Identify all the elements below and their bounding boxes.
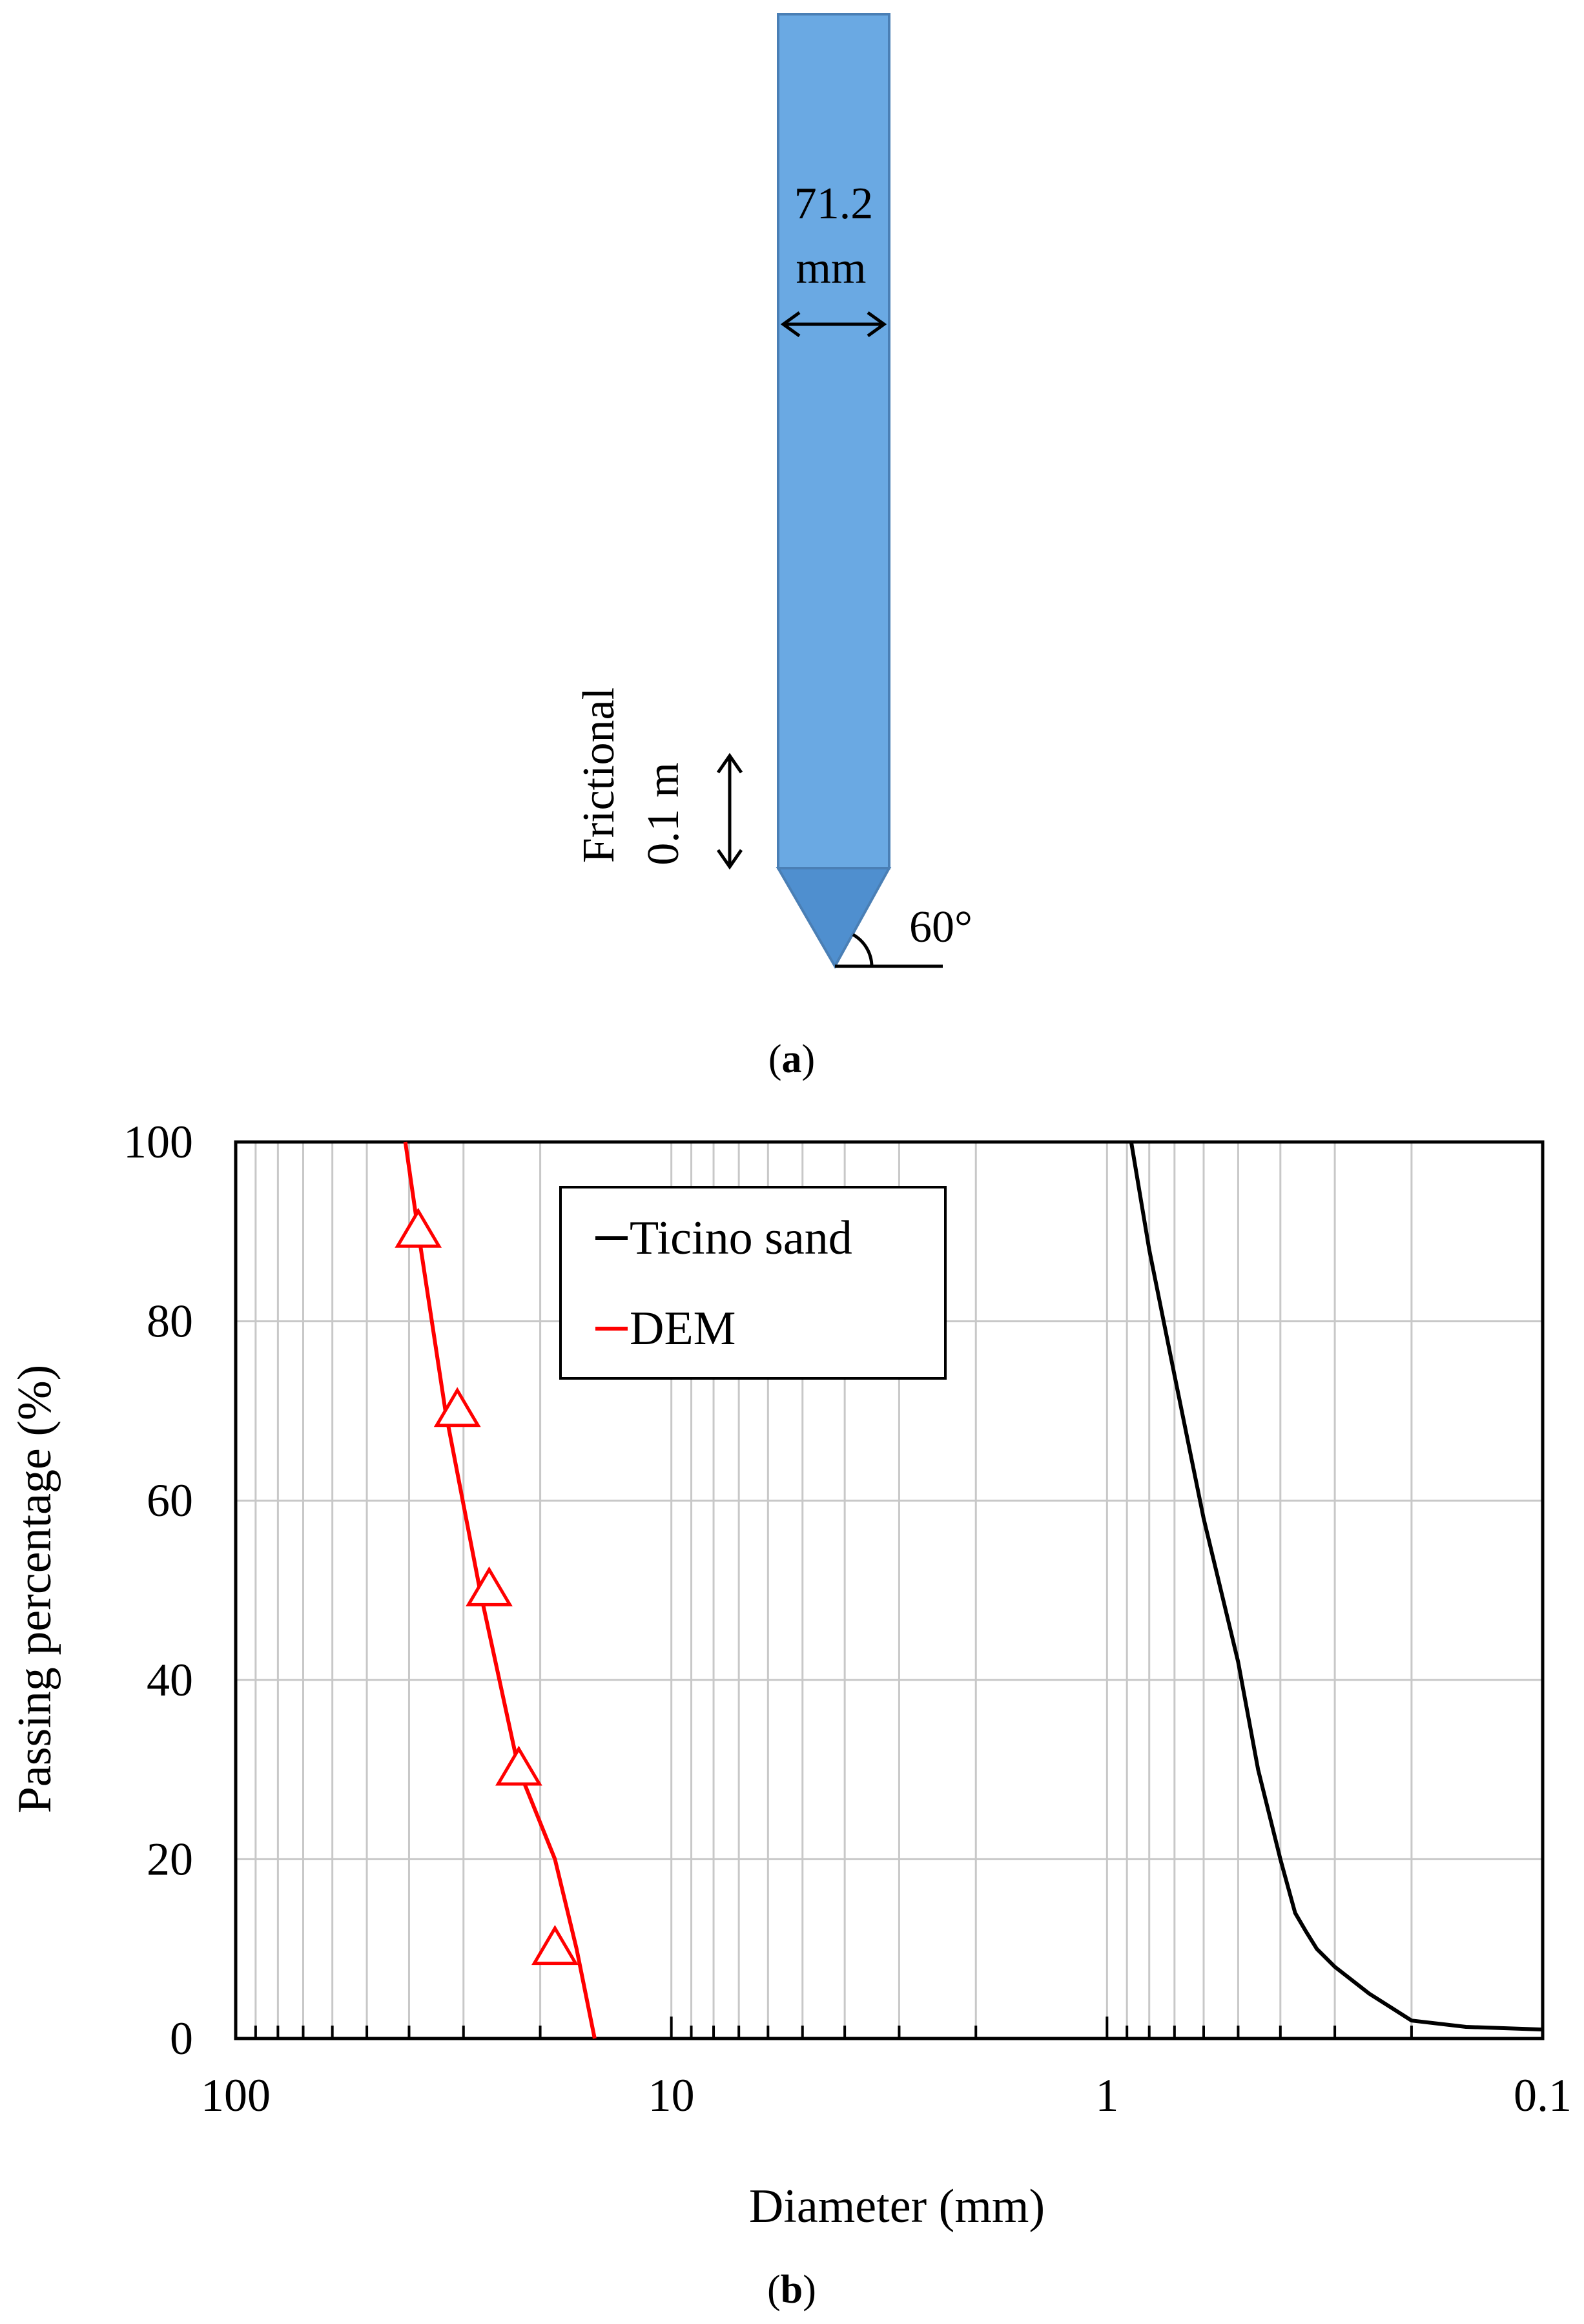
x-tick-label: 0.1 [1514,2070,1572,2121]
data-point-dem [395,1207,442,1248]
penetrometer-cone-tip [776,867,892,970]
penetrometer-diagram: 71.2 mm Frictional 0.1 m 60° [574,13,972,970]
series-line-dem [403,1141,597,2039]
data-point-dem [531,1925,579,1966]
axis-ticks [254,2017,1544,2039]
y-tick-label: 100 [123,1116,193,1168]
series-line-ticino-sand [1129,1141,1543,2032]
x-tick-label: 1 [1095,2070,1118,2121]
grading-chart: 100 10 1 0.1 0 20 40 60 80 100 Diameter (mm) Pass… [8,1116,1572,2233]
y-axis-label: Passing percentage (%) [8,1365,61,1814]
data-point-dem [495,1745,542,1786]
series-lines [395,1141,1543,2039]
legend: Ticino sand DEM [559,1186,947,1380]
plot-area-frame [234,1140,1545,2040]
friction-length-label: 0.1 m [639,762,688,865]
data-point-dem [466,1566,513,1606]
tick-labels: 100 10 1 0.1 0 20 40 60 80 100 [123,1116,1572,2121]
diameter-arrow [780,311,887,338]
legend-box [559,1186,947,1380]
cone-angle-label: 60° [909,902,972,952]
cone-angle-marker [835,933,943,968]
penetrometer-shaft [777,13,890,869]
y-tick-label: 80 [147,1296,193,1347]
data-point-dem [433,1387,481,1427]
diameter-value-label: 71.2 [794,179,874,229]
legend-label-ticino-sand: Ticino sand [630,1212,852,1265]
x-tick-label: 100 [201,2070,271,2121]
legend-label-dem: DEM [630,1302,735,1355]
y-tick-label: 40 [147,1654,193,1706]
y-tick-label: 0 [170,2013,193,2064]
x-axis-label: Diameter (mm) [749,2180,1045,2233]
friction-length-arrow [716,752,743,870]
caption-b: (b) [767,2268,816,2312]
friction-label: Frictional [574,687,624,863]
x-tick-label: 10 [648,2070,695,2121]
diameter-unit-label: mm [796,244,867,293]
y-tick-label: 20 [147,1833,193,1885]
caption-a: (a) [768,1037,815,1081]
y-tick-label: 60 [147,1475,193,1526]
